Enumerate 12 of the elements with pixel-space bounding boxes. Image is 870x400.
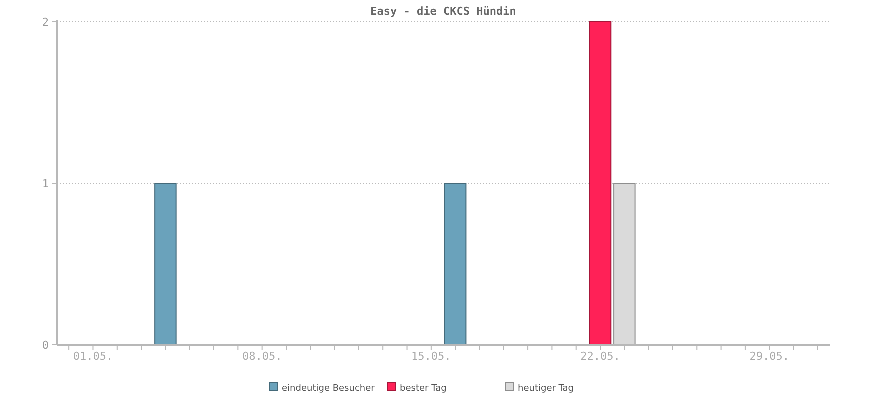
legend-label: heutiger Tag bbox=[518, 384, 574, 394]
y-tick-label: 2 bbox=[42, 16, 49, 29]
x-tick-label: 08.05. bbox=[242, 350, 282, 363]
x-tick-label: 15.05. bbox=[412, 350, 452, 363]
legend-label: bester Tag bbox=[400, 384, 447, 394]
x-tick-label: 29.05. bbox=[750, 350, 790, 363]
x-tick-label: 01.05. bbox=[73, 350, 114, 363]
chart-title: Easy - die CKCS Hündin bbox=[370, 5, 516, 18]
legend-label: eindeutige Besucher bbox=[282, 384, 376, 394]
x-tick-label: 22.05. bbox=[580, 350, 620, 363]
y-tick-label: 0 bbox=[42, 339, 49, 352]
y-tick-label: 1 bbox=[42, 178, 49, 190]
